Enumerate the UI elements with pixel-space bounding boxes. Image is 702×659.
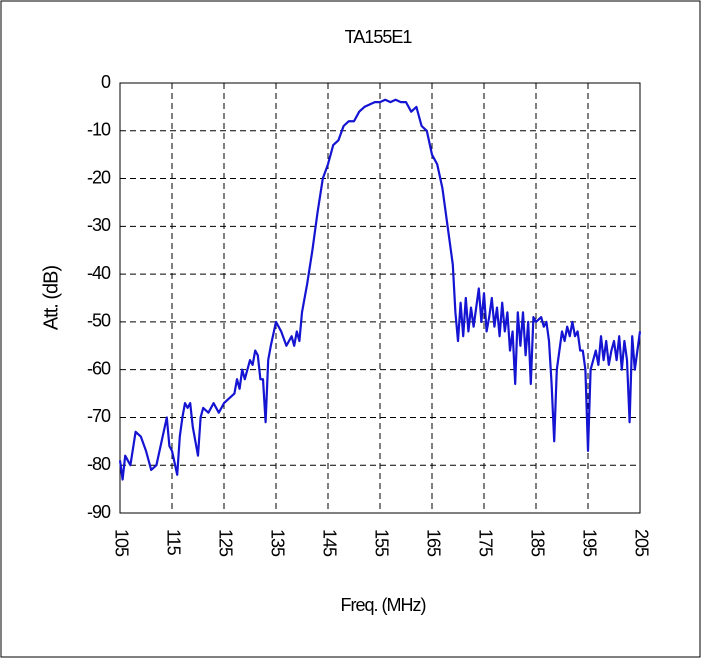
x-tick-label: 125	[215, 529, 235, 557]
chart-title: TA155E1	[345, 27, 413, 47]
y-tick-label: -70	[87, 406, 111, 426]
y-tick-label: -10	[87, 120, 111, 140]
x-tick-label: 195	[579, 529, 599, 557]
x-axis-label: Freq. (MHz)	[341, 595, 426, 615]
x-tick-label: 185	[527, 529, 547, 557]
x-tick-label: 155	[371, 529, 391, 557]
x-tick-label: 145	[319, 529, 339, 557]
y-tick-label: -30	[87, 215, 111, 235]
y-tick-label: -50	[87, 311, 111, 331]
y-tick-label: 0	[101, 72, 111, 92]
x-tick-label: 115	[163, 529, 183, 556]
plot-area	[119, 82, 641, 514]
y-tick-label: -40	[87, 263, 111, 283]
y-tick-label: -80	[87, 454, 111, 474]
x-tick-label: 175	[475, 529, 495, 557]
x-tick-label: 135	[267, 529, 287, 557]
x-tick-label: 205	[631, 529, 651, 557]
y-tick-label: -60	[87, 358, 111, 378]
x-tick-label: 105	[111, 529, 131, 557]
y-tick-label: -90	[87, 502, 111, 522]
data-line	[118, 98, 642, 481]
x-tick-label: 165	[423, 529, 443, 557]
y-tick-label: -20	[87, 167, 111, 187]
y-axis-label: Att. (dB)	[40, 265, 62, 330]
